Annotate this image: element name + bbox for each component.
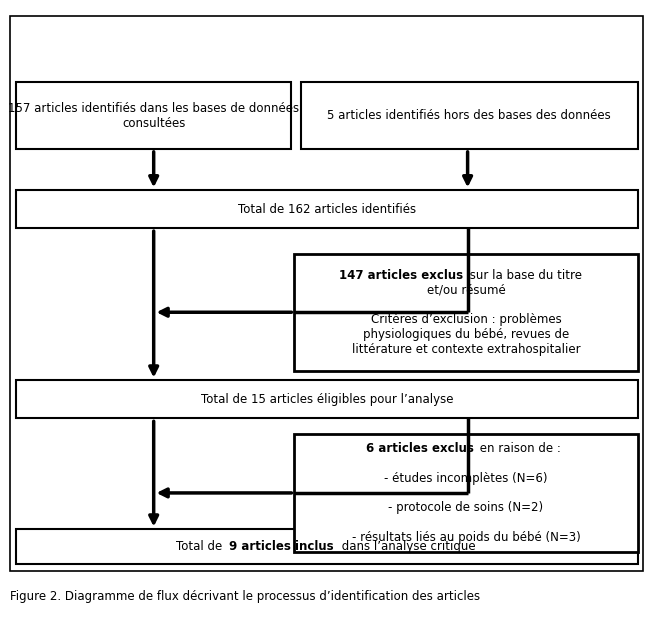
Text: Total de 162 articles identifiés: Total de 162 articles identifiés (238, 203, 416, 216)
Text: Figure 2. Diagramme de flux décrivant le processus d’identification des articles: Figure 2. Diagramme de flux décrivant le… (10, 590, 480, 603)
Text: Total de: Total de (176, 540, 226, 553)
Text: 157 articles identifiés dans les bases de données
consultées: 157 articles identifiés dans les bases d… (8, 101, 300, 130)
FancyBboxPatch shape (16, 529, 638, 564)
Text: 9 articles inclus: 9 articles inclus (229, 540, 334, 553)
Text: 6 articles exclus: 6 articles exclus (366, 442, 474, 455)
Text: 147 articles exclus: 147 articles exclus (339, 269, 464, 282)
Text: dans l’analyse critique: dans l’analyse critique (338, 540, 475, 553)
FancyBboxPatch shape (16, 190, 638, 228)
FancyBboxPatch shape (16, 380, 638, 418)
Text: Total de 15 articles éligibles pour l’analyse: Total de 15 articles éligibles pour l’an… (201, 393, 453, 406)
FancyBboxPatch shape (16, 82, 291, 149)
FancyBboxPatch shape (10, 16, 643, 571)
Text: - résultats liés au poids du bébé (N=3): - résultats liés au poids du bébé (N=3) (352, 531, 580, 544)
Text: physiologiques du bébé, revues de: physiologiques du bébé, revues de (363, 328, 569, 341)
Text: - études incomplètes (N=6): - études incomplètes (N=6) (385, 472, 548, 484)
Text: en raison de :: en raison de : (475, 442, 560, 455)
Text: et/ou résumé: et/ou résumé (426, 283, 506, 297)
FancyBboxPatch shape (294, 434, 638, 552)
FancyBboxPatch shape (294, 254, 638, 371)
Text: - protocole de soins (N=2): - protocole de soins (N=2) (388, 501, 543, 514)
Text: 5 articles identifiés hors des bases des données: 5 articles identifiés hors des bases des… (328, 109, 611, 122)
Text: sur la base du titre: sur la base du titre (466, 269, 582, 282)
FancyBboxPatch shape (301, 82, 638, 149)
Text: Critères d’exclusion : problèmes: Critères d’exclusion : problèmes (371, 313, 561, 326)
Text: littérature et contexte extrahospitalier: littérature et contexte extrahospitalier (352, 342, 580, 356)
